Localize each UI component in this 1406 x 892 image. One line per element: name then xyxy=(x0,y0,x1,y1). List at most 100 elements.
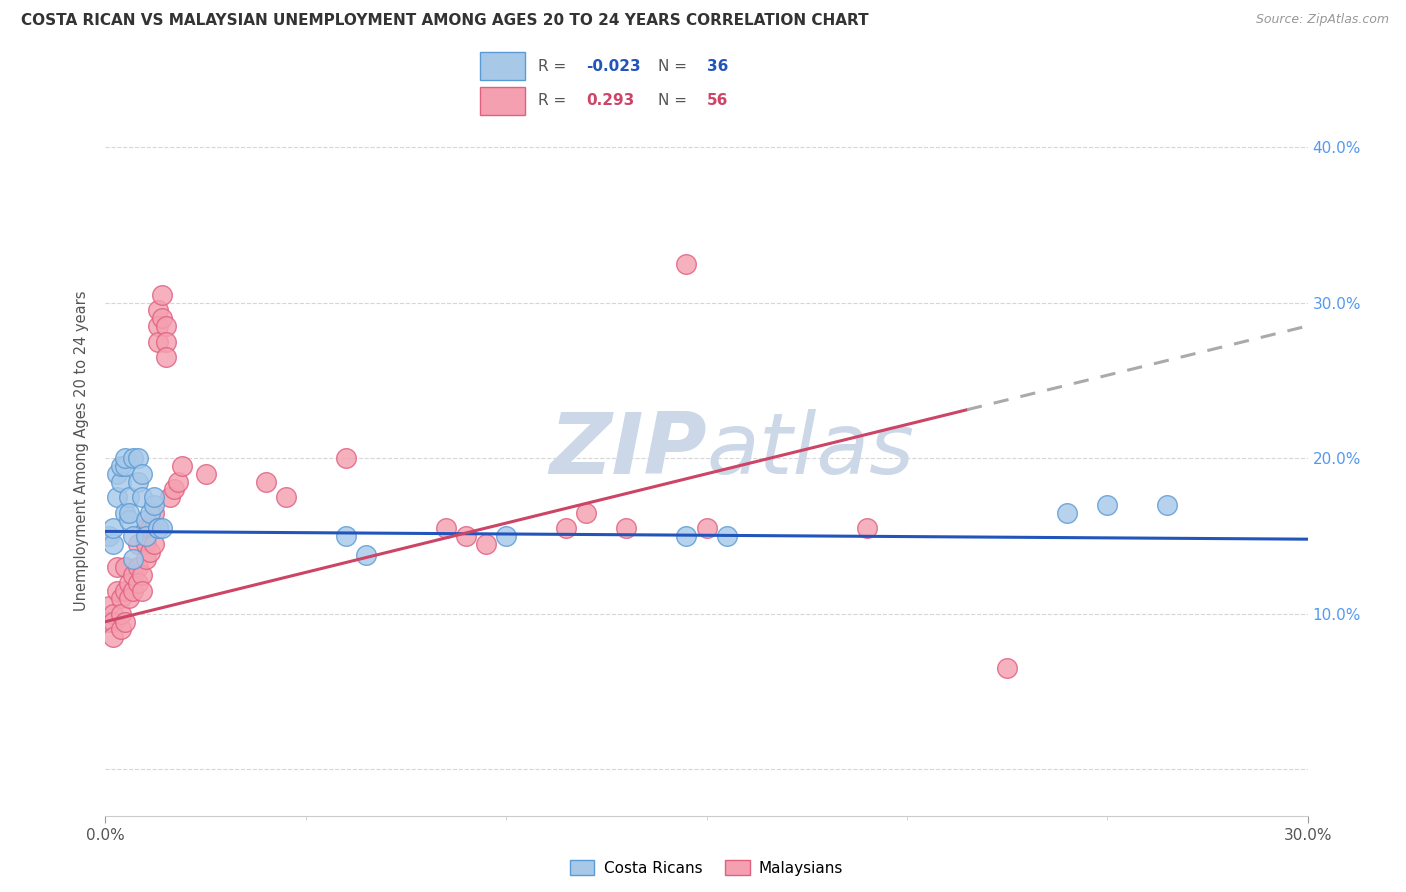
Point xyxy=(150,521,173,535)
Point xyxy=(118,506,141,520)
Point xyxy=(114,506,136,520)
Point xyxy=(155,318,177,333)
Point xyxy=(146,521,169,535)
Point xyxy=(475,537,498,551)
Point xyxy=(434,521,457,535)
Point xyxy=(118,591,141,606)
Point xyxy=(127,537,149,551)
Bar xyxy=(479,87,526,114)
Point xyxy=(107,490,129,504)
Y-axis label: Unemployment Among Ages 20 to 24 years: Unemployment Among Ages 20 to 24 years xyxy=(75,290,90,611)
Point xyxy=(142,521,165,535)
Point xyxy=(354,548,377,562)
Point xyxy=(135,514,157,528)
Point xyxy=(127,575,149,590)
Point xyxy=(159,490,181,504)
Point xyxy=(155,350,177,364)
Text: COSTA RICAN VS MALAYSIAN UNEMPLOYMENT AMONG AGES 20 TO 24 YEARS CORRELATION CHAR: COSTA RICAN VS MALAYSIAN UNEMPLOYMENT AM… xyxy=(21,13,869,29)
Point xyxy=(995,661,1018,675)
Text: N =: N = xyxy=(658,93,692,108)
Point xyxy=(142,490,165,504)
Point xyxy=(103,630,125,644)
Legend: Costa Ricans, Malaysians: Costa Ricans, Malaysians xyxy=(564,854,849,881)
Point xyxy=(146,303,169,318)
Point xyxy=(146,521,169,535)
Point xyxy=(194,467,217,481)
Point xyxy=(122,451,145,466)
Point xyxy=(166,475,188,489)
Point xyxy=(162,483,184,497)
Point xyxy=(135,552,157,566)
Point xyxy=(98,529,121,543)
Point xyxy=(110,591,132,606)
Point xyxy=(616,521,638,535)
Point xyxy=(1156,498,1178,512)
Point xyxy=(103,521,125,535)
Text: ZIP: ZIP xyxy=(548,409,707,492)
Point xyxy=(155,334,177,349)
Point xyxy=(675,257,697,271)
Text: 36: 36 xyxy=(707,59,728,74)
Point xyxy=(335,529,357,543)
Point xyxy=(142,498,165,512)
Point xyxy=(110,623,132,637)
Point xyxy=(114,560,136,574)
Point xyxy=(135,537,157,551)
Point xyxy=(131,490,153,504)
Point xyxy=(114,615,136,629)
Point xyxy=(127,560,149,574)
Point xyxy=(138,521,160,535)
Point xyxy=(114,583,136,598)
Point xyxy=(131,583,153,598)
Point xyxy=(254,475,277,489)
Point xyxy=(103,615,125,629)
Text: R =: R = xyxy=(537,59,571,74)
Point xyxy=(122,583,145,598)
Point xyxy=(122,529,145,543)
Point xyxy=(135,521,157,535)
Point xyxy=(118,514,141,528)
Point xyxy=(716,529,738,543)
Point xyxy=(114,451,136,466)
Point xyxy=(142,537,165,551)
Point xyxy=(110,458,132,473)
Text: N =: N = xyxy=(658,59,692,74)
Point xyxy=(110,475,132,489)
Point xyxy=(110,607,132,621)
Point xyxy=(170,458,193,473)
Point xyxy=(142,506,165,520)
Point xyxy=(138,506,160,520)
Text: R =: R = xyxy=(537,93,575,108)
Point xyxy=(555,521,578,535)
Point xyxy=(131,467,153,481)
Point xyxy=(127,475,149,489)
Text: 56: 56 xyxy=(707,93,728,108)
Point xyxy=(335,451,357,466)
Point xyxy=(103,607,125,621)
Point xyxy=(1097,498,1119,512)
Point xyxy=(454,529,477,543)
Text: Source: ZipAtlas.com: Source: ZipAtlas.com xyxy=(1256,13,1389,27)
Point xyxy=(146,318,169,333)
Point xyxy=(855,521,877,535)
Point xyxy=(150,288,173,302)
Point xyxy=(107,560,129,574)
Text: atlas: atlas xyxy=(707,409,914,492)
Point xyxy=(122,568,145,582)
Point xyxy=(146,334,169,349)
Point xyxy=(575,506,598,520)
Point xyxy=(118,575,141,590)
Point xyxy=(131,568,153,582)
Point xyxy=(122,552,145,566)
Point xyxy=(118,490,141,504)
Point xyxy=(1056,506,1078,520)
Point xyxy=(135,529,157,543)
Text: 0.293: 0.293 xyxy=(586,93,634,108)
Point xyxy=(675,529,697,543)
Point xyxy=(274,490,297,504)
Point xyxy=(138,544,160,558)
Text: -0.023: -0.023 xyxy=(586,59,641,74)
Point xyxy=(98,615,121,629)
Bar xyxy=(479,53,526,80)
Point xyxy=(495,529,517,543)
